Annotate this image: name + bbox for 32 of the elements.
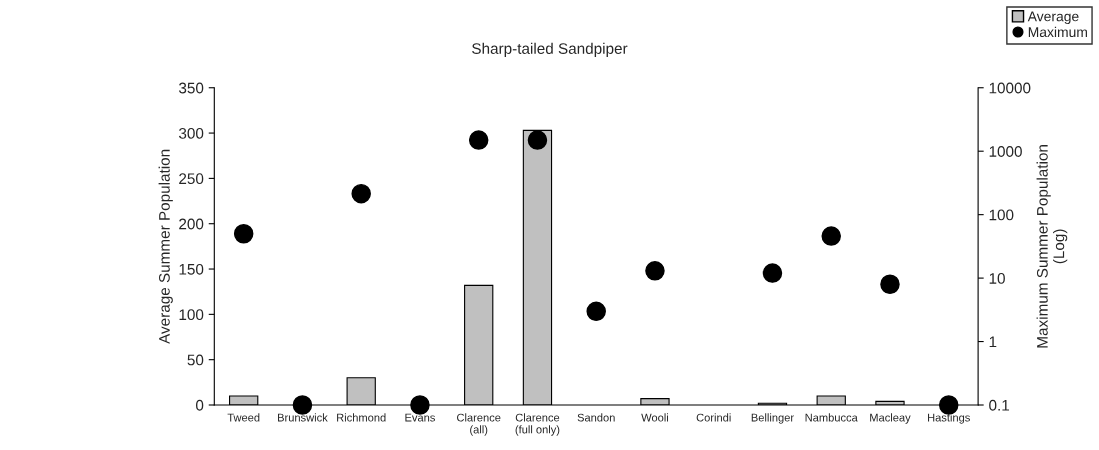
- x-tick-label: Bellinger: [751, 413, 794, 424]
- y2-tick-label: 10000: [989, 82, 1031, 94]
- legend-label: Average: [1027, 11, 1079, 25]
- y-tick-label: 250: [179, 173, 204, 185]
- x-tick-label: Evans: [405, 413, 435, 422]
- y-tick-label: 200: [179, 218, 204, 230]
- x-tick-label: Clarence (all): [457, 413, 501, 436]
- x-tick-label: Wooli: [641, 413, 669, 422]
- y2-tick-label: 10: [989, 272, 1005, 284]
- y-tick-label: 50: [187, 354, 204, 366]
- x-tick-label: Clarence (full only): [515, 413, 560, 436]
- y-tick-label: 150: [179, 263, 204, 275]
- x-tick-label: Tweed: [227, 413, 260, 422]
- y-tick-label: 350: [178, 82, 204, 94]
- x-tick-label: Macleay: [870, 413, 911, 424]
- x-tick-label: Brunswick: [278, 413, 328, 422]
- chart-title: Sharp-tailed Sandpiper: [472, 42, 628, 57]
- y-tick-label: 0: [195, 399, 204, 411]
- y-axis-title: Average Summer Population: [158, 149, 173, 344]
- y2-tick-label: 1: [989, 336, 997, 348]
- y2-tick-label: 0.1: [989, 399, 1010, 411]
- x-tick-label: Hastings: [928, 413, 970, 424]
- x-tick-label: Richmond: [337, 413, 386, 422]
- y-tick-label: 100: [179, 309, 204, 321]
- y2-tick-label: 1000: [989, 146, 1022, 157]
- y2-axis-title: Maximum Summer Population (Log): [1036, 145, 1068, 348]
- y2-tick-label: 100: [989, 209, 1014, 221]
- x-tick-label: Nambucca: [805, 413, 858, 422]
- legend-label: Maximum: [1028, 26, 1087, 38]
- x-tick-label: Sandon: [577, 413, 615, 422]
- y-tick-label: 300: [178, 127, 204, 139]
- x-tick-label: Corindi: [696, 413, 731, 422]
